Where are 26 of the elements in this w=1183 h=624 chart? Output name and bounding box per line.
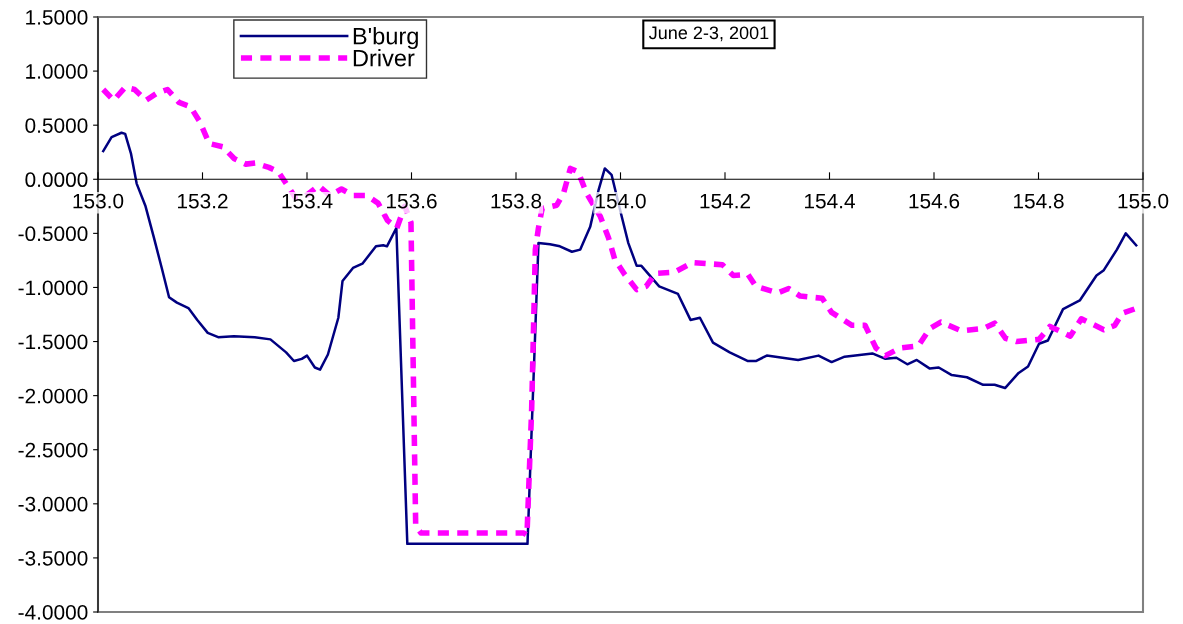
x-tick-label: 153.2: [178, 193, 228, 209]
legend-label: B'burg: [353, 27, 418, 50]
x-tick-label: 153.4: [282, 193, 333, 209]
y-tick-label: 1.0000: [26, 64, 88, 79]
x-tick-label: 155.0: [1118, 193, 1169, 209]
y-tick-label: -0.5000: [18, 226, 88, 242]
y-tick-label: 0.0000: [25, 172, 88, 188]
x-tick-label: 153.8: [491, 193, 542, 209]
x-tick-label: 154.6: [909, 193, 960, 209]
x-tick-label: 154.4: [805, 193, 855, 209]
legend-label: Driver: [353, 49, 415, 67]
x-tick-label: 153.6: [387, 193, 437, 209]
x-tick-label: 154.0: [596, 193, 646, 209]
y-tick-label: -2.0000: [18, 388, 88, 404]
y-tick-label: 1.5000: [26, 10, 88, 25]
y-tick-label: -4.0000: [18, 605, 88, 620]
annotation: June 2-3, 2001: [649, 26, 769, 42]
x-tick-label: 154.8: [1014, 193, 1064, 209]
y-tick-label: 0.5000: [25, 118, 88, 133]
y-tick-label: -1.5000: [18, 334, 88, 350]
y-tick-label: -3.5000: [18, 550, 88, 566]
y-tick-label: -2.5000: [18, 442, 88, 458]
x-tick-label: 153.0: [73, 193, 124, 209]
y-tick-label: -3.0000: [18, 496, 88, 512]
x-tick-label: 154.2: [700, 193, 751, 209]
y-tick-label: -1.0000: [18, 280, 88, 296]
